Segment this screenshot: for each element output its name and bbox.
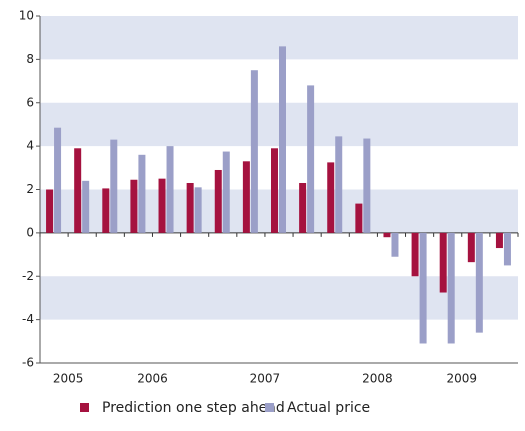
- bar: [54, 127, 62, 233]
- y-tick-label: -2: [22, 269, 34, 283]
- bar: [46, 189, 54, 233]
- bar: [74, 148, 82, 233]
- legend-swatch: [80, 403, 89, 412]
- y-tick-label: 4: [26, 139, 34, 153]
- bar: [383, 232, 391, 238]
- bar: [447, 232, 455, 344]
- bar: [166, 146, 174, 233]
- bar: [130, 179, 138, 233]
- bar: [419, 232, 427, 344]
- bar: [411, 232, 419, 277]
- bar: [335, 136, 343, 233]
- bar: [138, 154, 146, 233]
- y-tick-label: -6: [22, 356, 34, 370]
- bar: [279, 46, 286, 233]
- x-tick-label: 2007: [250, 372, 281, 386]
- bar: [355, 203, 363, 233]
- bar: [475, 232, 483, 333]
- bar: [327, 162, 335, 233]
- bar: [439, 232, 447, 293]
- grid-band: [40, 276, 518, 320]
- x-tick-label: 2005: [53, 372, 84, 386]
- y-tick-label: 8: [26, 52, 34, 66]
- y-tick-label: 0: [26, 225, 34, 239]
- bar: [467, 232, 475, 263]
- bar: [110, 139, 118, 233]
- y-tick-label: 10: [19, 9, 34, 23]
- bar: [214, 169, 222, 233]
- bar: [158, 178, 166, 233]
- bar: [363, 138, 371, 233]
- bar: [194, 187, 202, 233]
- x-tick-label: 2009: [446, 372, 477, 386]
- bar: [222, 151, 230, 233]
- x-tick-label: 2006: [137, 372, 168, 386]
- bar: [503, 232, 511, 266]
- bar: [82, 180, 90, 233]
- bar: [242, 161, 250, 233]
- x-tick-label: 2008: [362, 372, 393, 386]
- bar: [299, 182, 307, 233]
- bar: [250, 70, 258, 233]
- bar: [307, 85, 315, 233]
- bar: [271, 148, 278, 233]
- y-tick-label: 6: [26, 95, 34, 109]
- legend-label: Actual price: [287, 400, 370, 416]
- bar: [102, 188, 110, 233]
- y-tick-label: -4: [22, 312, 34, 326]
- legend-label: Prediction one step ahead: [102, 400, 285, 416]
- bar: [186, 182, 194, 233]
- legend-swatch: [265, 403, 274, 412]
- bar: [495, 232, 503, 249]
- y-tick-label: 2: [26, 182, 34, 196]
- bar: [391, 232, 399, 257]
